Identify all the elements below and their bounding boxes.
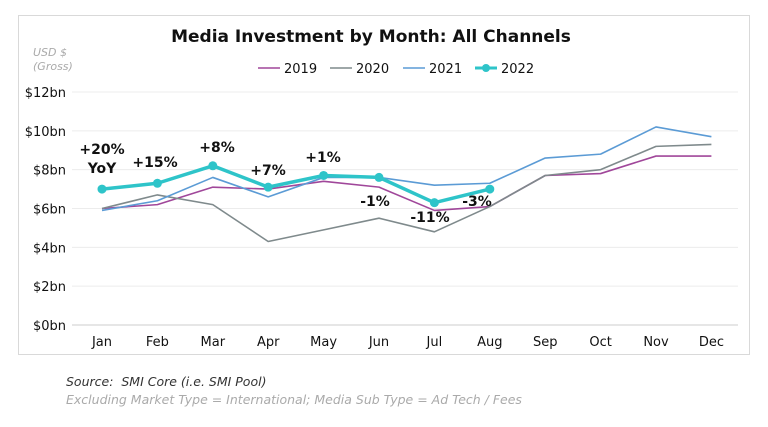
data-point-2022 — [97, 184, 107, 194]
x-tick-label: Jul — [426, 335, 443, 350]
data-point-2022 — [485, 184, 495, 194]
data-point-2022 — [319, 170, 329, 180]
legend-label-2021: 2021 — [429, 62, 462, 77]
x-tick-label: Jan — [91, 335, 112, 350]
legend-label-2020: 2020 — [356, 62, 389, 77]
y-tick-label: $2bn — [33, 280, 66, 295]
x-tick-label: Dec — [699, 335, 724, 350]
yoy-annotation: +1% — [305, 150, 341, 166]
series-line-2021 — [101, 126, 712, 212]
yoy-annotation: +8% — [199, 140, 235, 156]
series-line-2020 — [101, 143, 712, 243]
legend-marker-2022 — [482, 64, 490, 72]
yoy-annotation: +7% — [250, 163, 286, 179]
y-tick-label: $10bn — [25, 125, 66, 140]
x-tick-label: Jun — [368, 335, 389, 350]
chart-frame — [18, 15, 750, 355]
x-tick-label: Nov — [643, 335, 669, 350]
y-tick-label: $0bn — [33, 319, 66, 334]
yoy-annotation: +15% — [132, 155, 177, 171]
x-tick-label: Sep — [533, 335, 558, 350]
series-line-2022 — [101, 164, 491, 205]
series-line-2019 — [101, 155, 712, 212]
x-tick-label: Oct — [589, 335, 611, 350]
legend-label-2022: 2022 — [501, 62, 534, 77]
legend-label-2019: 2019 — [284, 62, 317, 77]
yoy-annotation: +20% — [79, 142, 124, 158]
yoy-annotation: -3% — [462, 194, 492, 210]
data-point-2022 — [263, 182, 273, 192]
y-tick-label: $4bn — [33, 241, 66, 256]
yoy-annotation: YoY — [87, 161, 117, 177]
x-tick-label: Apr — [257, 335, 280, 350]
chart-title: Media Investment by Month: All Channels — [171, 27, 571, 47]
note: Excluding Market Type = International; M… — [66, 392, 522, 407]
y-axis-label: (Gross) — [33, 60, 73, 73]
x-tick-label: Feb — [146, 335, 169, 350]
y-axis-label: USD $ — [33, 46, 67, 59]
y-tick-label: $12bn — [25, 86, 66, 101]
data-point-2022 — [208, 161, 218, 171]
yoy-annotation: -1% — [360, 194, 390, 210]
source-label: Source: — [66, 374, 114, 389]
x-tick-label: Mar — [201, 335, 226, 350]
yoy-annotation: -11% — [410, 210, 449, 226]
x-tick-label: May — [310, 335, 337, 350]
data-point-2022 — [429, 198, 439, 208]
line-chart: Media Investment by Month: All Channels U… — [25, 27, 738, 350]
source-text: SMI Core (i.e. SMI Pool) — [121, 374, 267, 389]
data-point-2022 — [374, 172, 384, 182]
data-point-2022 — [152, 178, 162, 188]
source-line: Source: SMI Core (i.e. SMI Pool) — [66, 374, 266, 389]
x-tick-label: Aug — [477, 335, 502, 350]
y-tick-label: $8bn — [33, 164, 66, 179]
y-tick-label: $6bn — [33, 203, 66, 218]
